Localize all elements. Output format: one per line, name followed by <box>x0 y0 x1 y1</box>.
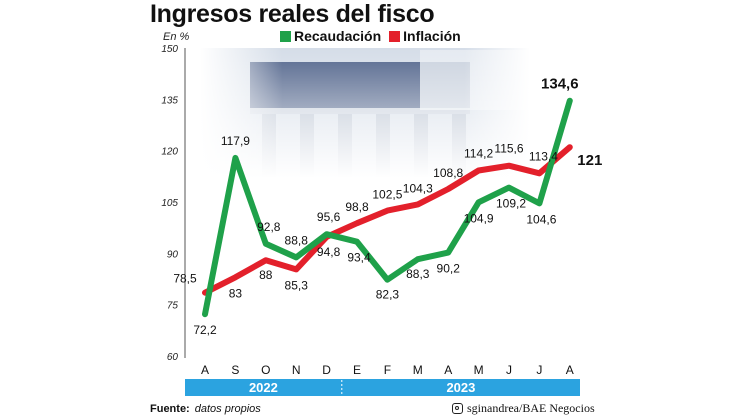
y-tick-label: 135 <box>161 95 178 106</box>
legend-item-recaudacion: Recaudación <box>280 28 381 44</box>
x-tick-label: M <box>474 363 484 377</box>
data-label-inflacion: 121 <box>577 152 602 169</box>
legend-swatch-recaudacion <box>280 30 291 42</box>
y-tick-label: 120 <box>161 147 178 158</box>
source-value: datos propios <box>194 403 261 415</box>
data-label-recaudacion: 88,3 <box>406 267 430 281</box>
data-label-recaudacion: 90,2 <box>437 262 461 276</box>
background-building-photo <box>200 48 530 178</box>
credit-text: sginandrea/BAE Negocios <box>467 401 595 415</box>
source-label: Fuente: <box>150 403 190 415</box>
data-label-inflacion: 114,2 <box>464 147 493 161</box>
year-band-background <box>185 379 580 396</box>
data-label-recaudacion: 82,3 <box>376 288 400 302</box>
data-label-inflacion: 94,8 <box>317 245 341 259</box>
data-label-recaudacion: 95,6 <box>317 210 341 224</box>
year-band: 2022 2023 <box>185 379 580 396</box>
y-tick-label: 150 <box>161 44 178 55</box>
data-label-inflacion: 85,3 <box>285 278 309 292</box>
data-label-recaudacion: 92,8 <box>257 220 281 234</box>
x-tick-label: J <box>536 363 542 377</box>
data-label-recaudacion: 104,6 <box>526 212 556 226</box>
x-tick-label: J <box>506 363 512 377</box>
data-label-recaudacion: 88,8 <box>285 233 309 247</box>
legend: Recaudación Inflación <box>280 28 469 44</box>
data-label-recaudacion: 104,9 <box>464 211 494 225</box>
data-labels: 72,2 117,9 92,8 88,8 95,6 93,4 82,3 88,3 90,2 104… <box>173 76 602 338</box>
data-label-inflacion: 78,5 <box>173 272 197 286</box>
data-label-inflacion: 83 <box>229 286 243 300</box>
data-label-inflacion: 115,6 <box>494 142 523 156</box>
legend-label-recaudacion: Recaudación <box>294 28 382 44</box>
x-tick-label: N <box>292 363 301 377</box>
data-label-recaudacion: 109,2 <box>496 197 526 211</box>
x-tick-label: D <box>322 363 331 377</box>
series-line-recaudacion <box>202 97 573 318</box>
x-tick-label: A <box>444 363 452 377</box>
year-label: 2022 <box>249 380 278 395</box>
credit: sginandrea/BAE Negocios <box>452 401 595 416</box>
data-label-recaudacion: 93,4 <box>347 251 371 265</box>
x-tick-label: A <box>201 363 209 377</box>
x-tick-label: S <box>231 363 239 377</box>
chart-lines <box>202 97 573 318</box>
data-label-recaudacion: 117,9 <box>221 134 250 148</box>
data-label-inflacion: 113,4 <box>529 149 558 163</box>
data-label-inflacion: 98,8 <box>345 200 369 214</box>
x-tick-label: F <box>384 363 391 377</box>
data-label-recaudacion: 134,6 <box>541 76 579 93</box>
x-tick-label: A <box>566 363 574 377</box>
legend-item-inflacion: Inflación <box>389 28 461 44</box>
chart-title: Ingresos reales del fisco <box>150 0 435 28</box>
year-label: 2023 <box>446 380 475 395</box>
instagram-icon <box>452 403 463 414</box>
x-tick-label: M <box>413 363 423 377</box>
y-tick-label: 105 <box>161 198 178 209</box>
series-line-inflacion <box>202 144 573 296</box>
x-tick-label: E <box>353 363 361 377</box>
x-tick-label: O <box>261 363 270 377</box>
data-label-recaudacion: 72,2 <box>193 323 217 337</box>
data-label-inflacion: 104,3 <box>403 181 433 195</box>
legend-label-inflacion: Inflación <box>403 28 461 44</box>
data-label-inflacion: 108,8 <box>433 166 463 180</box>
legend-swatch-inflacion <box>389 30 401 42</box>
y-tick-label: 75 <box>167 301 179 312</box>
y-axis: 60 75 90 105 120 135 150 <box>161 44 186 363</box>
y-tick-label: 60 <box>167 352 179 363</box>
y-axis-unit-label: En % <box>163 31 190 43</box>
y-tick-label: 90 <box>167 249 179 260</box>
data-label-inflacion: 88 <box>259 268 273 282</box>
data-label-inflacion: 102,5 <box>372 188 402 202</box>
footer-source: Fuente: datos propios <box>150 403 261 415</box>
